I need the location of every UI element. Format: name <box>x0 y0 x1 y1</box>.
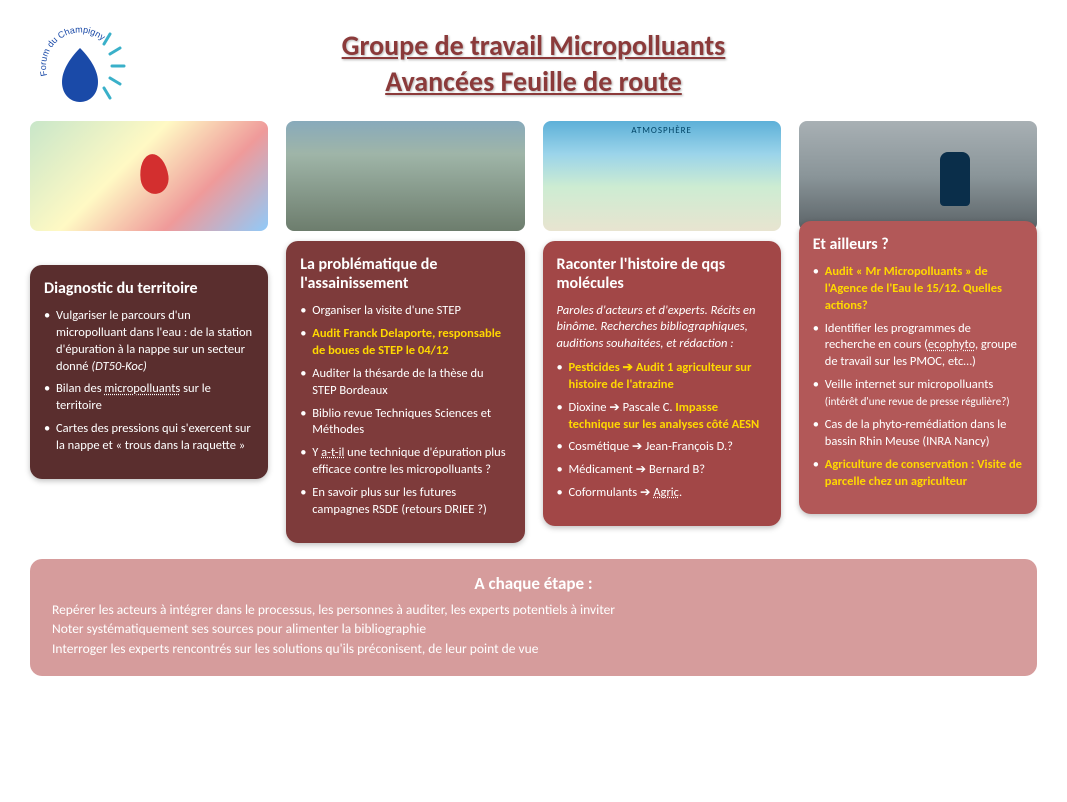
card-list: Vulgariser le parcours d'un micropolluan… <box>44 308 254 455</box>
card-list: Organiser la visite d'une STEP Audit Fran… <box>300 303 510 519</box>
list-item: Auditer la thésarde de la thèse du STEP … <box>300 366 510 400</box>
card-list: Pesticides ➔ Audit 1 agriculteur sur his… <box>557 360 767 502</box>
list-item: Dioxine ➔ Pascale C. Impasse technique s… <box>557 400 767 434</box>
title-line-1: Groupe de travail Micropolluants <box>30 28 1037 64</box>
card-image-atmosphere-diagram <box>543 121 781 231</box>
page-title: Groupe de travail Micropolluants Avancée… <box>30 28 1037 101</box>
list-item: Biblio revue Techniques Sciences et Méth… <box>300 406 510 440</box>
list-item: Cartes des pressions qui s'exercent sur … <box>44 421 254 455</box>
footer-box: A chaque étape : Repérer les acteurs à i… <box>30 559 1037 677</box>
list-item: Pesticides ➔ Audit 1 agriculteur sur his… <box>557 360 767 394</box>
list-item: Audit Franck Delaporte, responsable de b… <box>300 326 510 360</box>
card-title: Raconter l'histoire de qqs molécules <box>557 255 767 293</box>
card-intro: Paroles d'acteurs et d'experts. Récits e… <box>557 303 767 352</box>
footer-line: Repérer les acteurs à intégrer dans le p… <box>52 600 1015 620</box>
list-item: Coformulants ➔ Agric. <box>557 485 767 502</box>
list-item: Identifier les programmes de recherche e… <box>813 321 1023 372</box>
card-molecules: Raconter l'histoire de qqs molécules Par… <box>543 241 781 526</box>
column-1: Diagnostic du territoire Vulgariser le p… <box>30 121 268 479</box>
list-item: Audit « Mr Micropolluants » de l'Agence … <box>813 264 1023 315</box>
footer-line: Interroger les experts rencontrés sur le… <box>52 639 1015 659</box>
logo: Forum du Champigny <box>30 20 130 110</box>
card-title: Et ailleurs ? <box>813 235 1023 254</box>
list-item: Bilan des micropolluants sur le territoi… <box>44 381 254 415</box>
columns-row: Diagnostic du territoire Vulgariser le p… <box>30 121 1037 543</box>
card-list: Audit « Mr Micropolluants » de l'Agence … <box>813 264 1023 491</box>
list-item: Vulgariser le parcours d'un micropolluan… <box>44 308 254 376</box>
card-diagnostic: Diagnostic du territoire Vulgariser le p… <box>30 265 268 479</box>
card-image-map-pin <box>30 121 268 231</box>
list-item: En savoir plus sur les futures campagnes… <box>300 485 510 519</box>
list-item: Veille internet sur micropolluants (inté… <box>813 377 1023 411</box>
list-item: Organiser la visite d'une STEP <box>300 303 510 320</box>
card-title: La problématique de l'assainissement <box>300 255 510 293</box>
column-2: La problématique de l'assainissement Org… <box>286 121 524 543</box>
list-item: Agriculture de conservation : Visite de … <box>813 457 1023 491</box>
card-assainissement: La problématique de l'assainissement Org… <box>286 241 524 543</box>
column-3: Raconter l'histoire de qqs molécules Par… <box>543 121 781 526</box>
card-ailleurs: Et ailleurs ? Audit « Mr Micropolluants … <box>799 221 1037 515</box>
list-item: Y a-t-il une technique d'épuration plus … <box>300 445 510 479</box>
footer-line: Noter systématiquement ses sources pour … <box>52 619 1015 639</box>
list-item: Médicament ➔ Bernard B? <box>557 462 767 479</box>
list-item: Cosmétique ➔ Jean-François D.? <box>557 439 767 456</box>
card-image-wastewater-plant <box>286 121 524 231</box>
column-4: Et ailleurs ? Audit « Mr Micropolluants … <box>799 121 1037 515</box>
list-item: Cas de la phyto-remédiation dans le bass… <box>813 417 1023 451</box>
title-line-2: Avancées Feuille de route <box>30 64 1037 100</box>
footer-title: A chaque étape : <box>52 573 1015 594</box>
card-image-worker <box>799 121 1037 231</box>
card-title: Diagnostic du territoire <box>44 279 254 298</box>
